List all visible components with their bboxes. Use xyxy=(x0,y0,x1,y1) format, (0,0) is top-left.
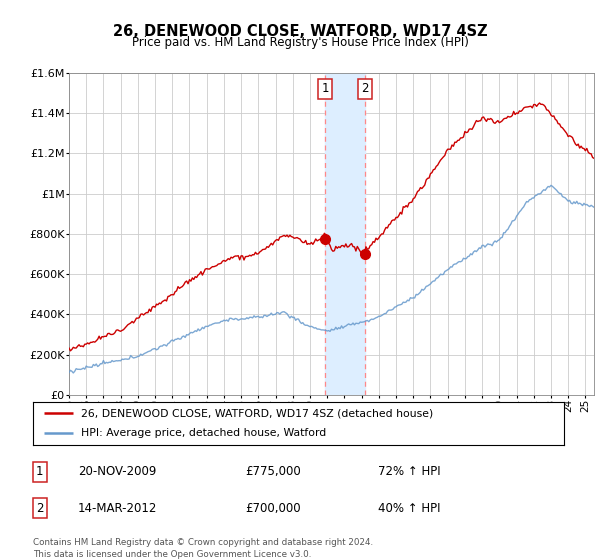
Text: 14-MAR-2012: 14-MAR-2012 xyxy=(78,502,158,515)
Text: 20-NOV-2009: 20-NOV-2009 xyxy=(78,465,157,478)
Text: 72% ↑ HPI: 72% ↑ HPI xyxy=(378,465,441,478)
Text: 2: 2 xyxy=(361,82,369,95)
Text: 2: 2 xyxy=(36,502,44,515)
Text: 1: 1 xyxy=(322,82,329,95)
Text: Contains HM Land Registry data © Crown copyright and database right 2024.
This d: Contains HM Land Registry data © Crown c… xyxy=(33,538,373,559)
Text: 1: 1 xyxy=(36,465,44,478)
Bar xyxy=(325,73,365,395)
Text: £775,000: £775,000 xyxy=(245,465,301,478)
Text: 40% ↑ HPI: 40% ↑ HPI xyxy=(378,502,440,515)
Text: HPI: Average price, detached house, Watford: HPI: Average price, detached house, Watf… xyxy=(81,428,326,438)
Text: 26, DENEWOOD CLOSE, WATFORD, WD17 4SZ: 26, DENEWOOD CLOSE, WATFORD, WD17 4SZ xyxy=(113,24,487,39)
Text: 26, DENEWOOD CLOSE, WATFORD, WD17 4SZ (detached house): 26, DENEWOOD CLOSE, WATFORD, WD17 4SZ (d… xyxy=(81,408,433,418)
Text: £700,000: £700,000 xyxy=(245,502,301,515)
Text: Price paid vs. HM Land Registry's House Price Index (HPI): Price paid vs. HM Land Registry's House … xyxy=(131,36,469,49)
